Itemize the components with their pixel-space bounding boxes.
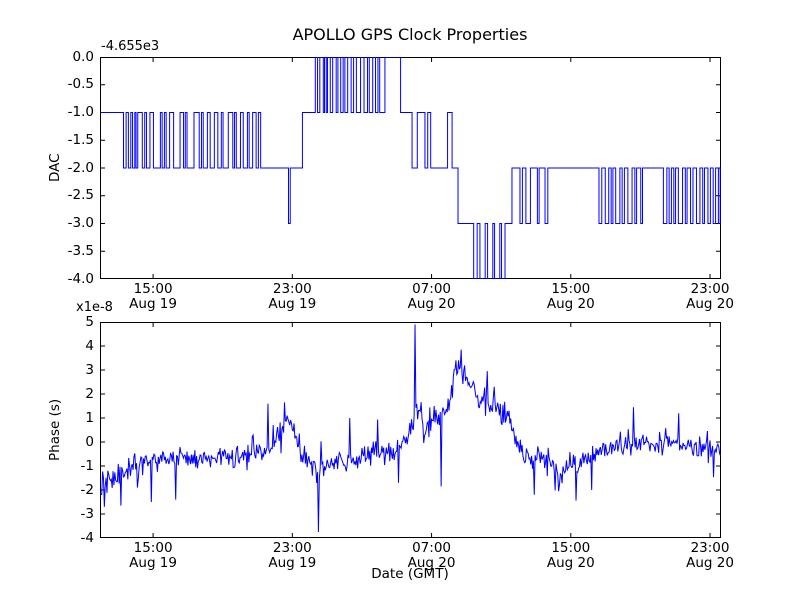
y-tick-label: 2 xyxy=(85,385,94,402)
y-tick-label: 4 xyxy=(85,337,94,354)
phase-axis-label: Phase (s) xyxy=(47,398,63,461)
x-tick-label: 23:00 Aug 19 xyxy=(268,281,317,312)
axes-frame xyxy=(100,322,721,538)
y-tick-label: -2 xyxy=(80,481,94,498)
y-tick-label: -3.0 xyxy=(67,215,94,231)
y-tick-label: -4.0 xyxy=(67,270,94,287)
y-tick-label: -3 xyxy=(80,505,94,522)
x-tick-label: 07:00 Aug 20 xyxy=(407,540,456,571)
phase-multiplier-label: x1e-8 xyxy=(76,300,113,315)
plot-title: APOLLO GPS Clock Properties xyxy=(292,25,528,44)
x-axis-label: Date (GMT) xyxy=(371,566,449,582)
data-line xyxy=(100,57,721,279)
x-tick-label: 23:00 Aug 20 xyxy=(686,540,734,571)
x-tick-label: 07:00 Aug 20 xyxy=(407,281,456,312)
y-tick-label: -2.5 xyxy=(67,187,94,204)
y-tick-label: 0 xyxy=(85,433,94,450)
x-tick-label: 23:00 Aug 20 xyxy=(686,281,734,312)
y-tick-label: -1 xyxy=(80,457,94,474)
y-tick-label: 1 xyxy=(85,409,94,426)
x-tick-label: 15:00 Aug 19 xyxy=(129,281,177,312)
y-tick-label: -4 xyxy=(80,529,94,546)
y-tick-label: -3.5 xyxy=(67,242,94,259)
data-line xyxy=(100,324,721,533)
phase-chart xyxy=(100,322,721,538)
dac-chart xyxy=(100,57,721,279)
x-tick-label: 23:00 Aug 19 xyxy=(268,540,317,571)
x-tick-label: 15:00 Aug 20 xyxy=(546,540,595,571)
y-tick-label: 0.0 xyxy=(72,48,94,65)
x-tick-label: 15:00 Aug 20 xyxy=(546,281,595,312)
y-tick-label: -1.0 xyxy=(67,104,94,120)
y-tick-label: 3 xyxy=(85,361,94,378)
x-tick-label: 15:00 Aug 19 xyxy=(129,540,177,571)
y-tick-label: -0.5 xyxy=(67,76,94,93)
dac-offset-label: -4.655e3 xyxy=(101,39,160,54)
y-tick-label: 5 xyxy=(85,313,94,330)
y-tick-label: -1.5 xyxy=(67,131,94,148)
y-tick-label: -2.0 xyxy=(67,159,94,176)
